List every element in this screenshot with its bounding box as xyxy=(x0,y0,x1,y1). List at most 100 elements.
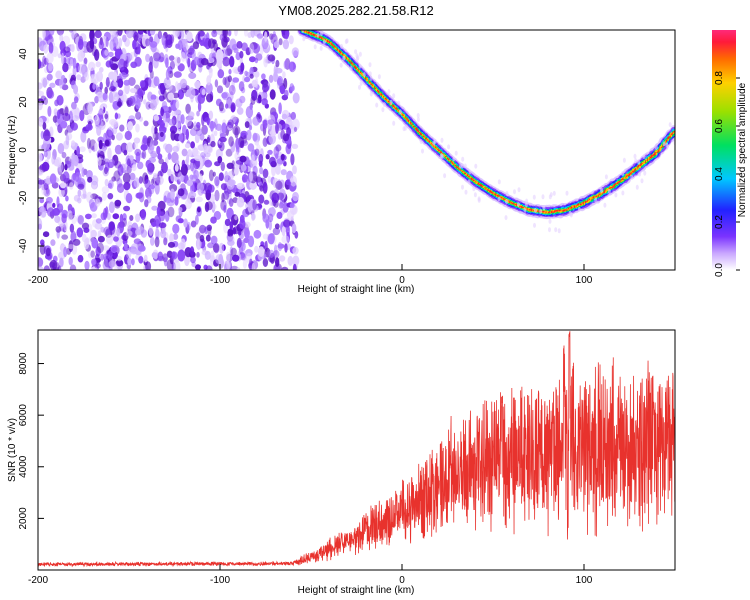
noise-cell xyxy=(269,89,276,100)
noise-cell xyxy=(84,71,89,81)
noise-cell xyxy=(157,30,163,40)
noise-cell xyxy=(45,196,53,204)
ridge-cell xyxy=(647,156,650,160)
stray-cell xyxy=(497,196,501,202)
noise-cell xyxy=(234,215,238,221)
ridge-cell xyxy=(614,182,617,185)
ridge-cell xyxy=(650,154,653,157)
noise-cell xyxy=(154,236,160,248)
noise-cell xyxy=(256,33,264,39)
noise-cell xyxy=(119,213,124,224)
noise-cell xyxy=(207,226,212,237)
noise-cell xyxy=(145,187,152,199)
noise-cell xyxy=(180,238,186,250)
stray-cell xyxy=(381,107,385,113)
noise-cell xyxy=(214,79,219,88)
noise-cell xyxy=(227,170,235,180)
spectrogram-cells xyxy=(38,30,675,270)
stray-cell xyxy=(604,174,608,180)
noise-cell xyxy=(206,145,213,154)
ridge-cell xyxy=(508,201,511,203)
ridge-cell xyxy=(599,193,601,196)
noise-cell xyxy=(149,30,156,36)
noise-cell xyxy=(196,251,200,258)
page-title: YM08.2025.282.21.58.R12 xyxy=(278,3,433,18)
noise-cell xyxy=(117,164,124,176)
noise-cell xyxy=(234,127,239,139)
ridge-cell xyxy=(461,169,462,172)
noise-cell xyxy=(210,250,215,259)
noise-cell xyxy=(238,81,245,92)
noise-cell xyxy=(273,200,279,208)
noise-cell xyxy=(280,169,287,176)
noise-cell xyxy=(251,79,258,88)
ridge-cell xyxy=(445,156,447,158)
noise-cell xyxy=(252,199,257,211)
stray-cell xyxy=(539,208,543,214)
noise-cell xyxy=(119,124,125,132)
noise-cell xyxy=(101,186,110,194)
ridge-cell xyxy=(437,148,439,151)
noise-cell xyxy=(267,119,275,125)
noise-cell xyxy=(46,148,51,160)
noise-cell xyxy=(131,164,137,172)
noise-cell xyxy=(251,262,256,270)
ridge-cell xyxy=(403,115,405,118)
noise-cell xyxy=(160,168,164,177)
ridge-cell xyxy=(532,209,534,212)
ridge-cell xyxy=(530,208,533,212)
noise-cell xyxy=(175,100,180,109)
noise-cell xyxy=(220,161,225,172)
noise-cell xyxy=(137,245,146,252)
noise-cell xyxy=(67,210,73,221)
noise-cell xyxy=(52,202,56,208)
noise-cell xyxy=(118,37,123,48)
noise-cell xyxy=(167,241,176,248)
stray-cell xyxy=(569,212,573,218)
noise-cell xyxy=(175,215,182,223)
colorbar-label: Normalized spectral amplitude xyxy=(737,82,748,217)
ridge-cell xyxy=(656,152,658,153)
ridge-cell xyxy=(354,66,357,70)
noise-cell xyxy=(279,85,286,95)
noise-cell xyxy=(174,56,181,67)
noise-cell xyxy=(108,159,115,167)
spectrogram-y-ticks: -40 -20 0 20 40 xyxy=(18,48,44,253)
ridge-cell xyxy=(616,182,619,185)
x-tick-label: 100 xyxy=(576,575,593,586)
noise-cell xyxy=(267,233,275,245)
ridge-cell xyxy=(478,183,479,185)
noise-cell xyxy=(108,86,117,92)
stray-cell xyxy=(403,125,407,131)
noise-cell xyxy=(190,220,197,228)
stray-cell xyxy=(452,156,456,162)
noise-cell xyxy=(148,61,153,73)
noise-cell xyxy=(242,259,247,269)
ridge-cell xyxy=(671,133,673,136)
noise-cell xyxy=(59,33,64,42)
noise-cell xyxy=(239,95,246,104)
noise-cell xyxy=(111,176,116,182)
ridge-cell xyxy=(548,211,550,213)
stray-cell xyxy=(532,194,536,200)
noise-cell xyxy=(55,226,62,233)
noise-cell xyxy=(207,38,216,49)
noise-cell xyxy=(157,153,163,160)
noise-cell xyxy=(164,210,170,222)
noise-cell xyxy=(215,148,223,159)
ridge-cell xyxy=(419,132,422,135)
noise-cell xyxy=(174,164,179,172)
noise-cell xyxy=(153,76,160,87)
ridge-cell xyxy=(556,209,558,212)
noise-cell xyxy=(103,226,111,236)
noise-cell xyxy=(145,38,151,47)
x-tick-label: 100 xyxy=(576,275,593,286)
ridge-cell xyxy=(359,71,362,74)
ridge-cell xyxy=(637,164,640,167)
noise-cell xyxy=(178,133,184,142)
noise-cell xyxy=(282,39,290,50)
noise-cell xyxy=(104,113,109,120)
ridge-cell xyxy=(654,151,656,155)
noise-cell xyxy=(178,207,183,212)
stray-cell xyxy=(472,186,476,192)
